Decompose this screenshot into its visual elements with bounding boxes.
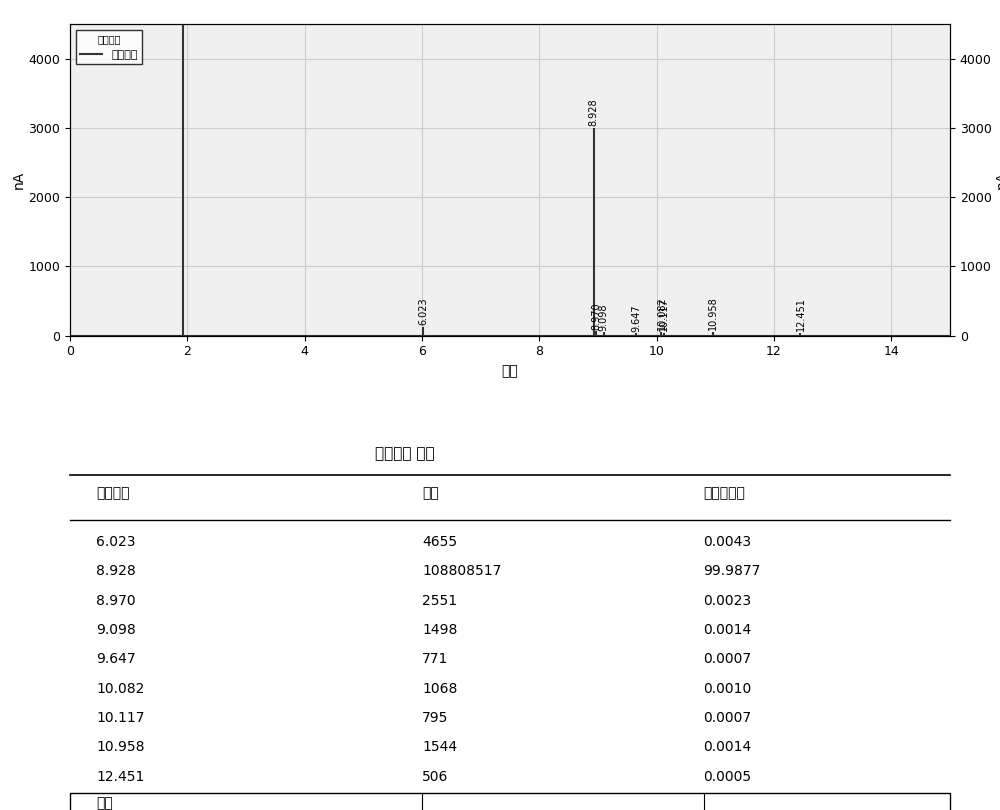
Text: 0.0023: 0.0023: [704, 594, 752, 608]
Text: 0.0007: 0.0007: [704, 711, 752, 725]
Text: 2551: 2551: [422, 594, 457, 608]
Text: 10.958: 10.958: [708, 296, 718, 330]
Text: 8.970: 8.970: [96, 594, 136, 608]
Text: 6.023: 6.023: [96, 535, 136, 549]
Text: 10.958: 10.958: [96, 740, 145, 754]
Y-axis label: nA: nA: [994, 171, 1000, 189]
Text: 后部信号 结果: 后部信号 结果: [375, 446, 434, 462]
Text: 10.117: 10.117: [659, 297, 669, 331]
Text: 10.082: 10.082: [96, 682, 145, 696]
Text: 面积: 面积: [422, 486, 439, 500]
Text: 0.0043: 0.0043: [704, 535, 752, 549]
Text: 1544: 1544: [422, 740, 457, 754]
Text: 总计: 总计: [96, 797, 113, 810]
Y-axis label: nA: nA: [12, 171, 26, 189]
Text: 9.647: 9.647: [631, 304, 641, 332]
Text: 771: 771: [422, 652, 448, 667]
Text: 10.117: 10.117: [96, 711, 145, 725]
Bar: [70, 793, 950, 810]
Text: 10.082: 10.082: [656, 296, 666, 330]
Text: 99.9877: 99.9877: [704, 565, 761, 578]
Text: 8.928: 8.928: [96, 565, 136, 578]
Text: 9.647: 9.647: [96, 652, 136, 667]
Text: 4655: 4655: [422, 535, 457, 549]
Text: 108808517: 108808517: [422, 565, 501, 578]
Text: 面积百分比: 面积百分比: [704, 486, 745, 500]
Text: 0.0014: 0.0014: [704, 740, 752, 754]
Text: 0.0007: 0.0007: [704, 652, 752, 667]
Text: 9.098: 9.098: [599, 303, 609, 330]
Text: 1498: 1498: [422, 623, 457, 637]
Text: 0.0014: 0.0014: [704, 623, 752, 637]
Text: 9.098: 9.098: [96, 623, 136, 637]
Text: 8.928: 8.928: [589, 99, 599, 126]
Text: 1068: 1068: [422, 682, 457, 696]
Text: 12.451: 12.451: [795, 297, 805, 331]
X-axis label: 分钟: 分钟: [502, 364, 518, 377]
Text: 12.451: 12.451: [96, 770, 145, 784]
Legend: 保留时间: 保留时间: [76, 30, 142, 64]
Text: 保留时间: 保留时间: [96, 486, 130, 500]
Text: 795: 795: [422, 711, 448, 725]
Text: 8.970: 8.970: [591, 302, 601, 330]
Text: 0.0010: 0.0010: [704, 682, 752, 696]
Text: 6.023: 6.023: [418, 298, 428, 326]
Text: 506: 506: [422, 770, 448, 784]
Text: 0.0005: 0.0005: [704, 770, 752, 784]
